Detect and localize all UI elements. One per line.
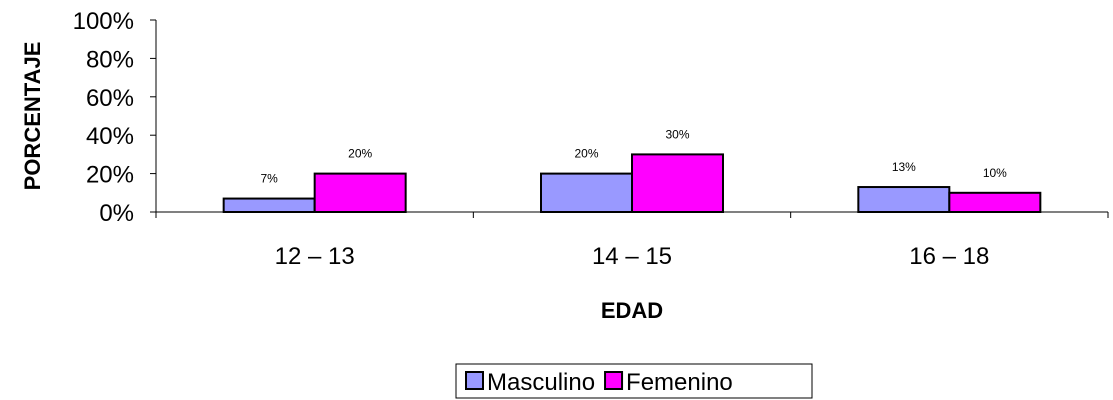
y-tick-label: 0% (99, 200, 134, 227)
bar-femenino-1 (313, 172, 407, 214)
y-tick-label: 80% (86, 46, 134, 73)
data-labels: 7% 20% 20% 30% 13% 10% (260, 127, 1007, 185)
bar-masculino-2 (540, 172, 633, 214)
legend: Masculino Femenino (455, 363, 813, 399)
legend-label-masculino: Masculino (487, 369, 595, 396)
data-label: 10% (983, 166, 1007, 180)
y-tick-label: 40% (86, 123, 134, 150)
data-label: 20% (348, 147, 372, 161)
bar-masculino-3 (857, 186, 951, 213)
bar-femenino-2 (631, 153, 724, 213)
bar-masculino-1 (222, 197, 316, 213)
legend-label-femenino: Femenino (626, 369, 733, 396)
y-tick-label: 60% (86, 85, 134, 112)
x-category-label: 16 – 18 (909, 243, 989, 270)
y-tick-label: 100% (73, 8, 134, 35)
data-label: 7% (260, 172, 278, 186)
x-axis-title: EDAD (601, 298, 663, 323)
bars (222, 153, 1042, 214)
y-axis-title: PORCENTAJE (20, 42, 45, 191)
bar-femenino-3 (948, 191, 1042, 214)
legend-box (455, 363, 813, 399)
x-categories: 12 – 13 14 – 15 16 – 18 (275, 243, 990, 270)
data-label: 13% (892, 160, 916, 174)
y-ticks: 0% 20% 40% 60% 80% 100% (73, 8, 156, 227)
y-tick-label: 20% (86, 162, 134, 189)
data-label: 20% (574, 147, 598, 161)
x-category-label: 12 – 13 (275, 243, 355, 270)
legend-swatch-masculino (465, 371, 484, 390)
legend-swatch-femenino (604, 371, 624, 390)
data-label: 30% (665, 127, 689, 141)
x-category-label: 14 – 15 (592, 243, 672, 270)
